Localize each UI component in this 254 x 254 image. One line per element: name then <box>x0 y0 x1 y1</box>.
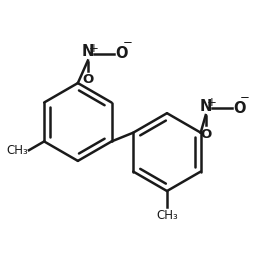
Text: N: N <box>199 99 211 114</box>
Text: −: − <box>122 36 132 49</box>
Text: −: − <box>239 91 249 104</box>
Text: CH₃: CH₃ <box>6 144 28 157</box>
Text: O: O <box>199 128 211 141</box>
Text: CH₃: CH₃ <box>155 209 177 222</box>
Text: O: O <box>232 101 245 116</box>
Text: O: O <box>115 46 128 61</box>
Text: O: O <box>82 73 93 86</box>
Text: N: N <box>81 44 94 59</box>
Text: +: + <box>206 96 216 109</box>
Text: +: + <box>89 42 99 55</box>
